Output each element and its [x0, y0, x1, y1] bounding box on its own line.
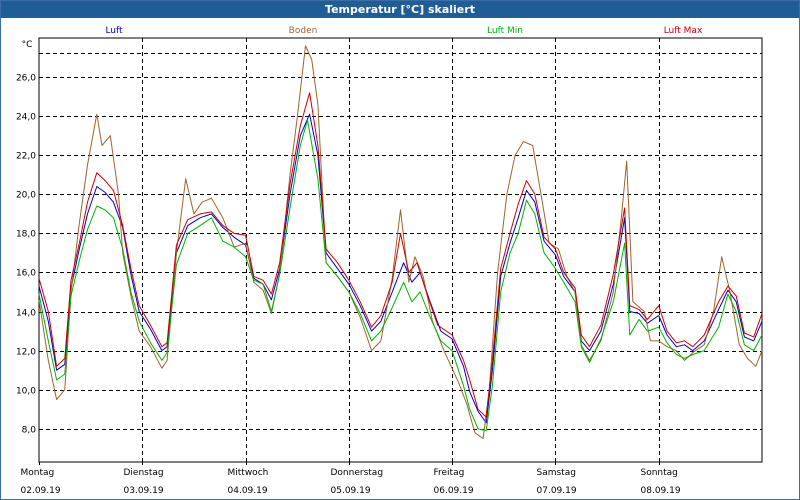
x-tick-label-day: Freitag [434, 468, 465, 478]
x-tick-label-day: Samstag [537, 468, 576, 478]
y-tick-label: 24,0 [16, 113, 36, 123]
x-tick-label-day: Mittwoch [228, 468, 269, 478]
y-tick-label: 10,0 [16, 387, 36, 397]
y-tick-label: 14,0 [16, 309, 36, 319]
x-tick-label-date: 04.09.19 [228, 486, 268, 496]
legend-luft: Luft [105, 26, 123, 36]
series-line-luft-max [38, 92, 763, 418]
y-tick-label: 18,0 [16, 230, 36, 240]
x-tick-label-day: Dienstag [124, 468, 164, 478]
x-tick-label-date: 07.09.19 [537, 486, 577, 496]
x-tick-label-day: Montag [21, 468, 55, 478]
x-tick-label-date: 08.09.19 [641, 486, 681, 496]
y-axis-label: °C [22, 40, 33, 50]
y-tick-label: 16,0 [16, 269, 36, 279]
y-tick-label: 12,0 [16, 348, 36, 358]
x-tick-label-date: 06.09.19 [434, 486, 474, 496]
legend-luft-min: Luft Min [487, 26, 523, 36]
y-tick-label: 22,0 [16, 152, 36, 162]
x-tick-label-date: 05.09.19 [331, 486, 371, 496]
x-tick-label-day: Donnerstag [331, 468, 384, 478]
plot-area [38, 37, 763, 463]
legend-boden: Boden [289, 26, 318, 36]
chart-title: Temperatur [°C] skaliert [1, 1, 799, 18]
y-tick-label: 26,0 [16, 74, 36, 84]
x-tick-label-day: Sonntag [641, 468, 678, 478]
y-tick-label: 8,0 [22, 426, 37, 436]
y-tick-label: 20,0 [16, 191, 36, 201]
x-tick-label-date: 03.09.19 [124, 486, 164, 496]
x-tick-label-date: 02.09.19 [21, 486, 61, 496]
series-line-luft-min [38, 119, 763, 432]
legend-luft-max: Luft Max [664, 26, 703, 36]
